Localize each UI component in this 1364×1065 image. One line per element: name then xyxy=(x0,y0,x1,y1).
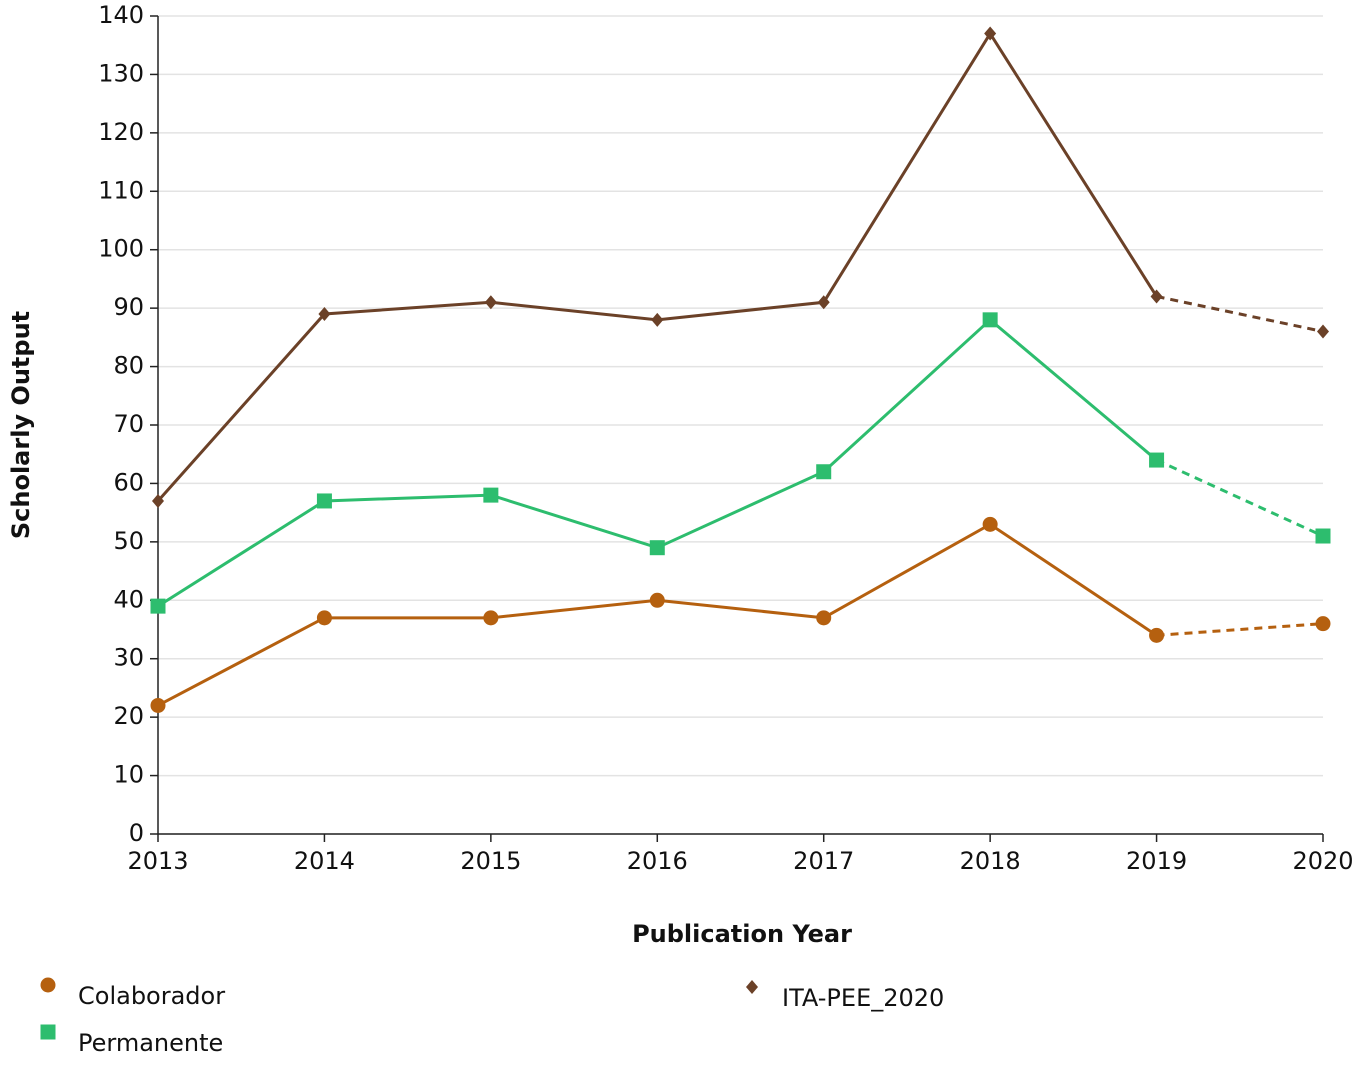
x-tick-label: 2017 xyxy=(793,847,854,875)
point-marker xyxy=(1315,616,1331,632)
point-marker xyxy=(318,306,331,321)
point-marker xyxy=(816,464,832,480)
legend-marker xyxy=(40,977,56,993)
y-tick-label: 70 xyxy=(113,410,144,438)
x-tick-label: 2015 xyxy=(460,847,521,875)
point-marker xyxy=(1150,289,1163,304)
point-marker xyxy=(316,493,332,509)
point-marker xyxy=(152,493,164,508)
y-tick-label: 110 xyxy=(98,176,144,204)
y-tick-label: 20 xyxy=(113,702,144,730)
point-marker xyxy=(982,516,998,532)
legend-marker xyxy=(746,980,758,994)
y-tick-label: 80 xyxy=(113,352,144,380)
point-marker xyxy=(651,312,664,327)
legend-label: ITA-PEE_2020 xyxy=(782,984,944,1012)
point-marker xyxy=(817,295,830,310)
y-axis-label: Scholarly Output xyxy=(7,311,35,539)
point-marker xyxy=(1149,452,1165,468)
series-line xyxy=(1155,458,1324,538)
x-tick-label: 2014 xyxy=(294,847,355,875)
series-line xyxy=(1156,294,1324,333)
point-marker xyxy=(316,610,332,626)
point-marker xyxy=(150,697,166,713)
y-tick-label: 40 xyxy=(113,585,144,613)
y-tick-label: 50 xyxy=(113,527,144,555)
point-marker xyxy=(483,610,499,626)
legend-label: Permanente xyxy=(78,1029,223,1057)
series-line xyxy=(156,30,1158,502)
y-tick-label: 0 xyxy=(129,819,144,847)
y-tick-label: 10 xyxy=(113,761,144,789)
point-marker xyxy=(1149,627,1165,643)
point-marker xyxy=(484,295,497,310)
point-marker xyxy=(649,540,665,556)
x-axis-label: Publication Year xyxy=(632,920,852,948)
y-tick-label: 120 xyxy=(98,118,144,146)
y-tick-label: 60 xyxy=(113,468,144,496)
legend-marker xyxy=(40,1024,56,1040)
point-marker xyxy=(982,312,998,328)
series-line xyxy=(1156,622,1324,637)
point-marker xyxy=(1315,528,1331,544)
point-marker xyxy=(1317,324,1329,339)
x-tick-label: 2020 xyxy=(1292,847,1353,875)
point-marker xyxy=(649,592,665,608)
x-tick-label: 2016 xyxy=(627,847,688,875)
x-tick-label: 2018 xyxy=(960,847,1021,875)
point-marker xyxy=(984,26,997,41)
x-tick-label: 2019 xyxy=(1126,847,1187,875)
y-tick-label: 30 xyxy=(113,644,144,672)
y-tick-label: 140 xyxy=(98,1,144,29)
point-marker xyxy=(483,487,499,503)
y-tick-label: 130 xyxy=(98,59,144,87)
x-tick-label: 2013 xyxy=(127,847,188,875)
y-tick-label: 100 xyxy=(98,235,144,263)
point-marker xyxy=(150,598,166,614)
y-tick-label: 90 xyxy=(113,293,144,321)
legend-label: Colaborador xyxy=(78,982,225,1010)
point-marker xyxy=(816,610,832,626)
series-line xyxy=(157,317,1158,608)
